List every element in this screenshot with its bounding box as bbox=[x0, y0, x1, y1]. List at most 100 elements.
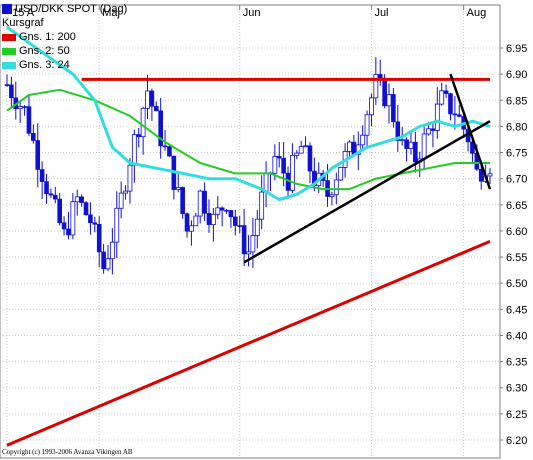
candle-body-down bbox=[430, 128, 436, 131]
copyright-text: Copyright (c) 1993-2006 Avanza Vikingen … bbox=[2, 448, 133, 456]
y-tick-label: 6.40 bbox=[506, 330, 527, 342]
candle-body-up bbox=[127, 164, 133, 192]
legend-item: Gns. 3: 24 bbox=[2, 58, 127, 72]
legend-swatch bbox=[2, 4, 12, 14]
candle-body-down bbox=[219, 207, 225, 211]
candle-body-down bbox=[39, 169, 45, 182]
y-tick-label: 6.95 bbox=[506, 43, 527, 55]
x-axis-labels: '15 A Maj Jun Jul Aug bbox=[6, 5, 486, 19]
candle-body-up bbox=[439, 90, 445, 105]
candle-body-down bbox=[61, 222, 67, 230]
y-tick-label: 6.70 bbox=[506, 174, 527, 186]
candle-body-up bbox=[215, 207, 221, 215]
ma50-line bbox=[6, 88, 490, 191]
candle-body-down bbox=[158, 110, 163, 147]
candle-body-down bbox=[452, 113, 458, 116]
candle-body-up bbox=[360, 134, 366, 146]
y-tick-label: 6.30 bbox=[506, 383, 527, 395]
candle-body-up bbox=[298, 146, 304, 154]
legend-swatch bbox=[2, 33, 16, 41]
candle-body-up bbox=[210, 213, 216, 226]
candle-body-up bbox=[175, 187, 181, 190]
y-tick-label: 6.85 bbox=[506, 95, 527, 107]
candle-body-up bbox=[333, 179, 339, 196]
candle-body-up bbox=[70, 201, 76, 236]
legend-item: Kursgraf bbox=[2, 16, 127, 30]
candle-body-up bbox=[74, 196, 80, 203]
legend-label: Gns. 3: 24 bbox=[19, 59, 70, 71]
candle-body-down bbox=[395, 121, 401, 141]
y-tick-label: 6.60 bbox=[506, 226, 527, 238]
legend-label: Kursgraf bbox=[2, 17, 44, 29]
candle-body-up bbox=[386, 94, 392, 107]
candle-body-up bbox=[189, 225, 194, 232]
candle-body-down bbox=[26, 106, 32, 134]
legend-label: USD/DKK SPOT (Dag) bbox=[15, 3, 128, 15]
candle-body-down bbox=[167, 146, 172, 157]
candle-body-down bbox=[57, 198, 62, 224]
x-tick-label: Maj bbox=[102, 7, 120, 19]
candle-body-down bbox=[382, 77, 387, 107]
y-tick-label: 6.35 bbox=[506, 357, 527, 369]
candle-body-down bbox=[233, 216, 238, 226]
candle-body-down bbox=[96, 223, 102, 253]
y-tick-label: 6.65 bbox=[506, 200, 527, 212]
candle-body-up bbox=[408, 141, 414, 149]
candle-body-down bbox=[478, 168, 484, 182]
candle-body-up bbox=[114, 207, 120, 243]
candle-body-down bbox=[206, 212, 212, 225]
candle-body-up bbox=[118, 192, 124, 209]
candle-body-up bbox=[294, 152, 300, 156]
y-axis-labels: 6.20 6.25 6.30 6.35 6.40 6.45 6.50 6.55 6.60 6.65… bbox=[500, 43, 527, 447]
candle-body-down bbox=[404, 139, 409, 149]
y-tick-label: 6.55 bbox=[506, 252, 527, 264]
candle-body-up bbox=[259, 191, 265, 220]
candle-body-up bbox=[303, 145, 308, 148]
candle-body-down bbox=[456, 114, 462, 117]
legend-item: Gns. 2: 50 bbox=[2, 44, 127, 58]
y-tick-label: 6.90 bbox=[506, 69, 527, 81]
candle-body-down bbox=[22, 106, 27, 108]
candle-body-down bbox=[184, 213, 190, 232]
candle-body-up bbox=[246, 251, 251, 255]
candle-body-down bbox=[35, 140, 41, 170]
candle-body-up bbox=[434, 103, 440, 131]
candle-body-up bbox=[272, 155, 278, 174]
candle-body-up bbox=[399, 139, 405, 142]
candle-body-up bbox=[369, 97, 374, 116]
candle-body-up bbox=[131, 134, 137, 166]
candle-body-down bbox=[281, 157, 286, 174]
candle-body-down bbox=[276, 156, 282, 159]
candle-body-up bbox=[145, 90, 150, 109]
candle-body-up bbox=[193, 215, 199, 227]
candles bbox=[4, 57, 493, 275]
candle-body-down bbox=[66, 228, 71, 236]
candle-body-down bbox=[228, 210, 234, 218]
legend-swatch bbox=[2, 61, 16, 69]
candle-body-up bbox=[250, 235, 256, 253]
candle-body-up bbox=[347, 141, 352, 152]
candle-body-down bbox=[153, 106, 159, 112]
y-tick-label: 6.50 bbox=[506, 278, 527, 290]
moving-averages bbox=[6, 25, 491, 202]
legend-swatch bbox=[2, 47, 16, 55]
legend: USD/DKK SPOT (Dag) Kursgraf Gns. 1: 200 Gns… bbox=[2, 2, 127, 72]
candle-body-up bbox=[338, 167, 344, 181]
trend-line bbox=[243, 120, 491, 264]
candle-body-down bbox=[241, 225, 247, 255]
candle-body-up bbox=[123, 190, 128, 194]
candle-body-down bbox=[180, 187, 185, 214]
candle-body-down bbox=[448, 93, 453, 115]
candle-body-up bbox=[426, 128, 431, 135]
candle-body-down bbox=[391, 94, 396, 123]
candle-body-down bbox=[31, 133, 36, 141]
candle-body-down bbox=[443, 90, 449, 94]
candle-body-down bbox=[9, 84, 14, 99]
candle-body-up bbox=[109, 241, 115, 260]
candle-body-down bbox=[307, 145, 313, 172]
candle-body-down bbox=[79, 196, 84, 203]
candle-body-down bbox=[83, 202, 89, 216]
candle-body-up bbox=[329, 194, 335, 197]
candle-body-down bbox=[44, 181, 49, 195]
